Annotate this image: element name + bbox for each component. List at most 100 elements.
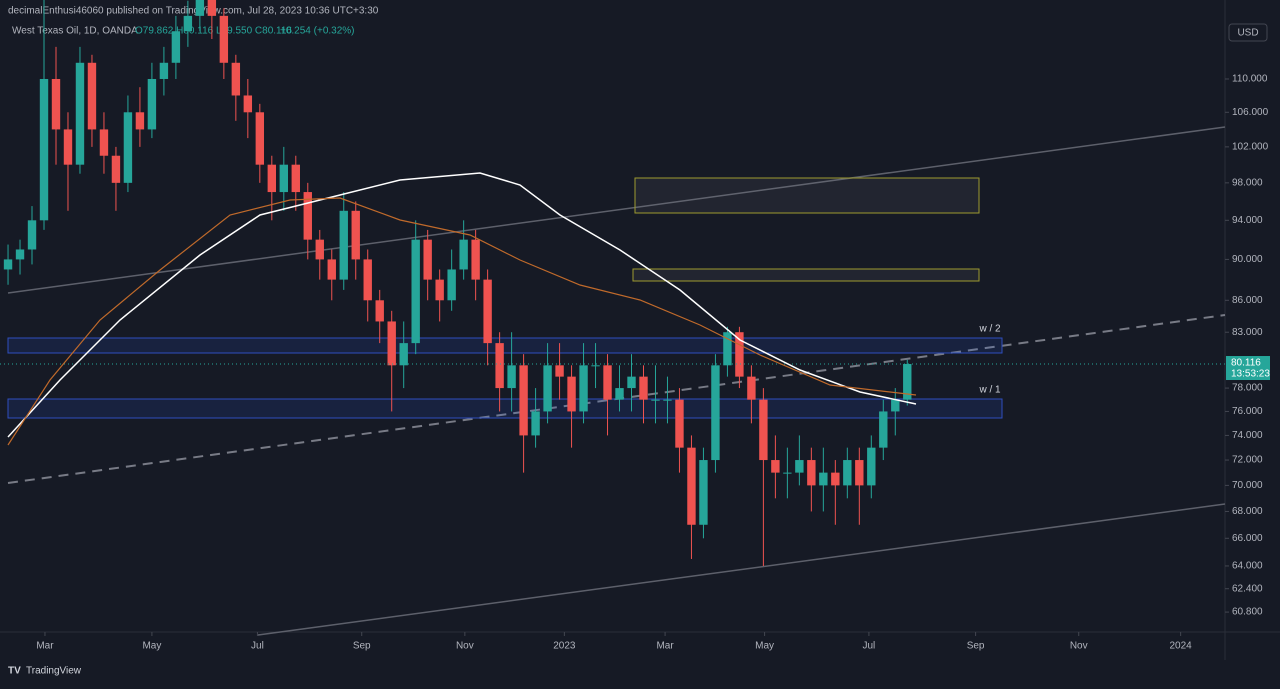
last-price-label: 80.116 (1231, 358, 1261, 369)
candle-body (663, 399, 672, 401)
x-tick-label: 2024 (1170, 641, 1193, 652)
candle-body (39, 78, 49, 221)
candle-body (267, 164, 277, 193)
brand: TradingView (26, 666, 82, 677)
moving-average (7, 197, 917, 446)
candle-body (363, 259, 372, 301)
candle-body (579, 365, 588, 412)
trendline (7, 126, 1226, 294)
legend-change: +0.254 (+0.32%) (280, 26, 355, 37)
legend-ohlc: O79.862 H80.116 L79.550 C80.116 (135, 26, 292, 37)
candle-body (699, 460, 708, 525)
candle-body (327, 259, 336, 280)
candle-body (99, 129, 109, 156)
candle-body (87, 62, 97, 130)
candle-body (711, 365, 720, 461)
candle-body (243, 95, 253, 113)
y-tick-label: 83.000 (1232, 327, 1263, 338)
candle-body (315, 239, 324, 260)
y-tick-label: 86.000 (1232, 295, 1263, 306)
candle-body (603, 365, 612, 400)
x-tick-label: 2023 (553, 641, 576, 652)
candle-body (447, 269, 456, 301)
candle-body (207, 0, 217, 16)
candle-body (423, 239, 432, 280)
candle-body (555, 365, 564, 377)
candle-body (747, 376, 756, 400)
candle-body (567, 376, 576, 412)
zone-label: w / 2 (978, 324, 1001, 335)
candle-body (615, 388, 624, 400)
candle-body (867, 447, 876, 486)
candle-body (291, 164, 300, 193)
moving-average (7, 172, 917, 438)
publisher: decimalEnthusi46060 published on Trading… (8, 6, 379, 17)
y-tick-label: 90.000 (1232, 254, 1263, 265)
candle-body (303, 192, 312, 240)
x-tick-label: Sep (967, 641, 985, 652)
candle-body (387, 321, 396, 366)
x-tick-label: Sep (353, 641, 371, 652)
box (634, 177, 980, 214)
last-price-tag (1226, 356, 1270, 381)
currency-button[interactable] (1228, 23, 1268, 42)
candle-body (675, 399, 684, 448)
y-tick-label: 74.000 (1232, 430, 1263, 441)
candle-body (255, 112, 265, 165)
x-tick-label: May (755, 641, 774, 652)
candle-body (795, 460, 804, 473)
candle-body (639, 376, 648, 400)
y-tick-label: 78.000 (1232, 383, 1263, 394)
x-tick-label: Nov (1070, 641, 1088, 652)
candle-body (3, 259, 13, 270)
candle-body (399, 343, 408, 366)
candle-body (855, 460, 864, 486)
candle-body (759, 399, 768, 461)
candles (0, 0, 1225, 566)
candle-body (219, 15, 229, 63)
y-tick-label: 66.000 (1232, 533, 1263, 544)
x-tick-label: Mar (36, 641, 54, 652)
candle-body (843, 460, 852, 486)
candle-body (147, 78, 157, 130)
candle-body (543, 365, 552, 412)
candle-body (51, 78, 61, 130)
y-tick-label: 60.800 (1232, 607, 1263, 618)
x-tick-label: Mar (656, 641, 674, 652)
candle-body (459, 239, 468, 270)
candle-body (531, 411, 540, 436)
y-tick-label: 102.000 (1232, 142, 1269, 153)
candle-body (879, 411, 888, 448)
x-tick-label: Jul (863, 641, 876, 652)
candle-body (591, 365, 600, 367)
candle-body (171, 31, 181, 63)
candle-body (507, 365, 516, 389)
zone (7, 398, 1003, 419)
y-tick-label: 72.000 (1232, 455, 1263, 466)
candle-body (891, 399, 900, 412)
candle-body (903, 364, 912, 400)
y-tick-label: 62.400 (1232, 583, 1263, 594)
candle-body (279, 164, 288, 193)
candle-body (435, 279, 444, 301)
candle-body (771, 460, 780, 473)
axes: 110.000 106.000 102.000 98.000 94.000 90.000 8… (36, 74, 1270, 652)
candle-body (111, 155, 121, 183)
candle-body (15, 249, 25, 260)
trendline (257, 503, 1226, 636)
y-tick-label: 64.000 (1232, 561, 1263, 572)
currency[interactable]: USD (1237, 28, 1258, 39)
candle-body (687, 447, 696, 525)
y-tick-label: 94.000 (1232, 215, 1263, 226)
candle-body (339, 210, 348, 280)
candle-body (819, 472, 828, 486)
candle-body (495, 343, 504, 389)
box (632, 268, 980, 282)
candle-body (735, 332, 744, 377)
candle-body (195, 0, 205, 16)
candle-body (27, 220, 37, 250)
candle-body (723, 332, 732, 366)
y-tick-label: 76.000 (1232, 406, 1263, 417)
